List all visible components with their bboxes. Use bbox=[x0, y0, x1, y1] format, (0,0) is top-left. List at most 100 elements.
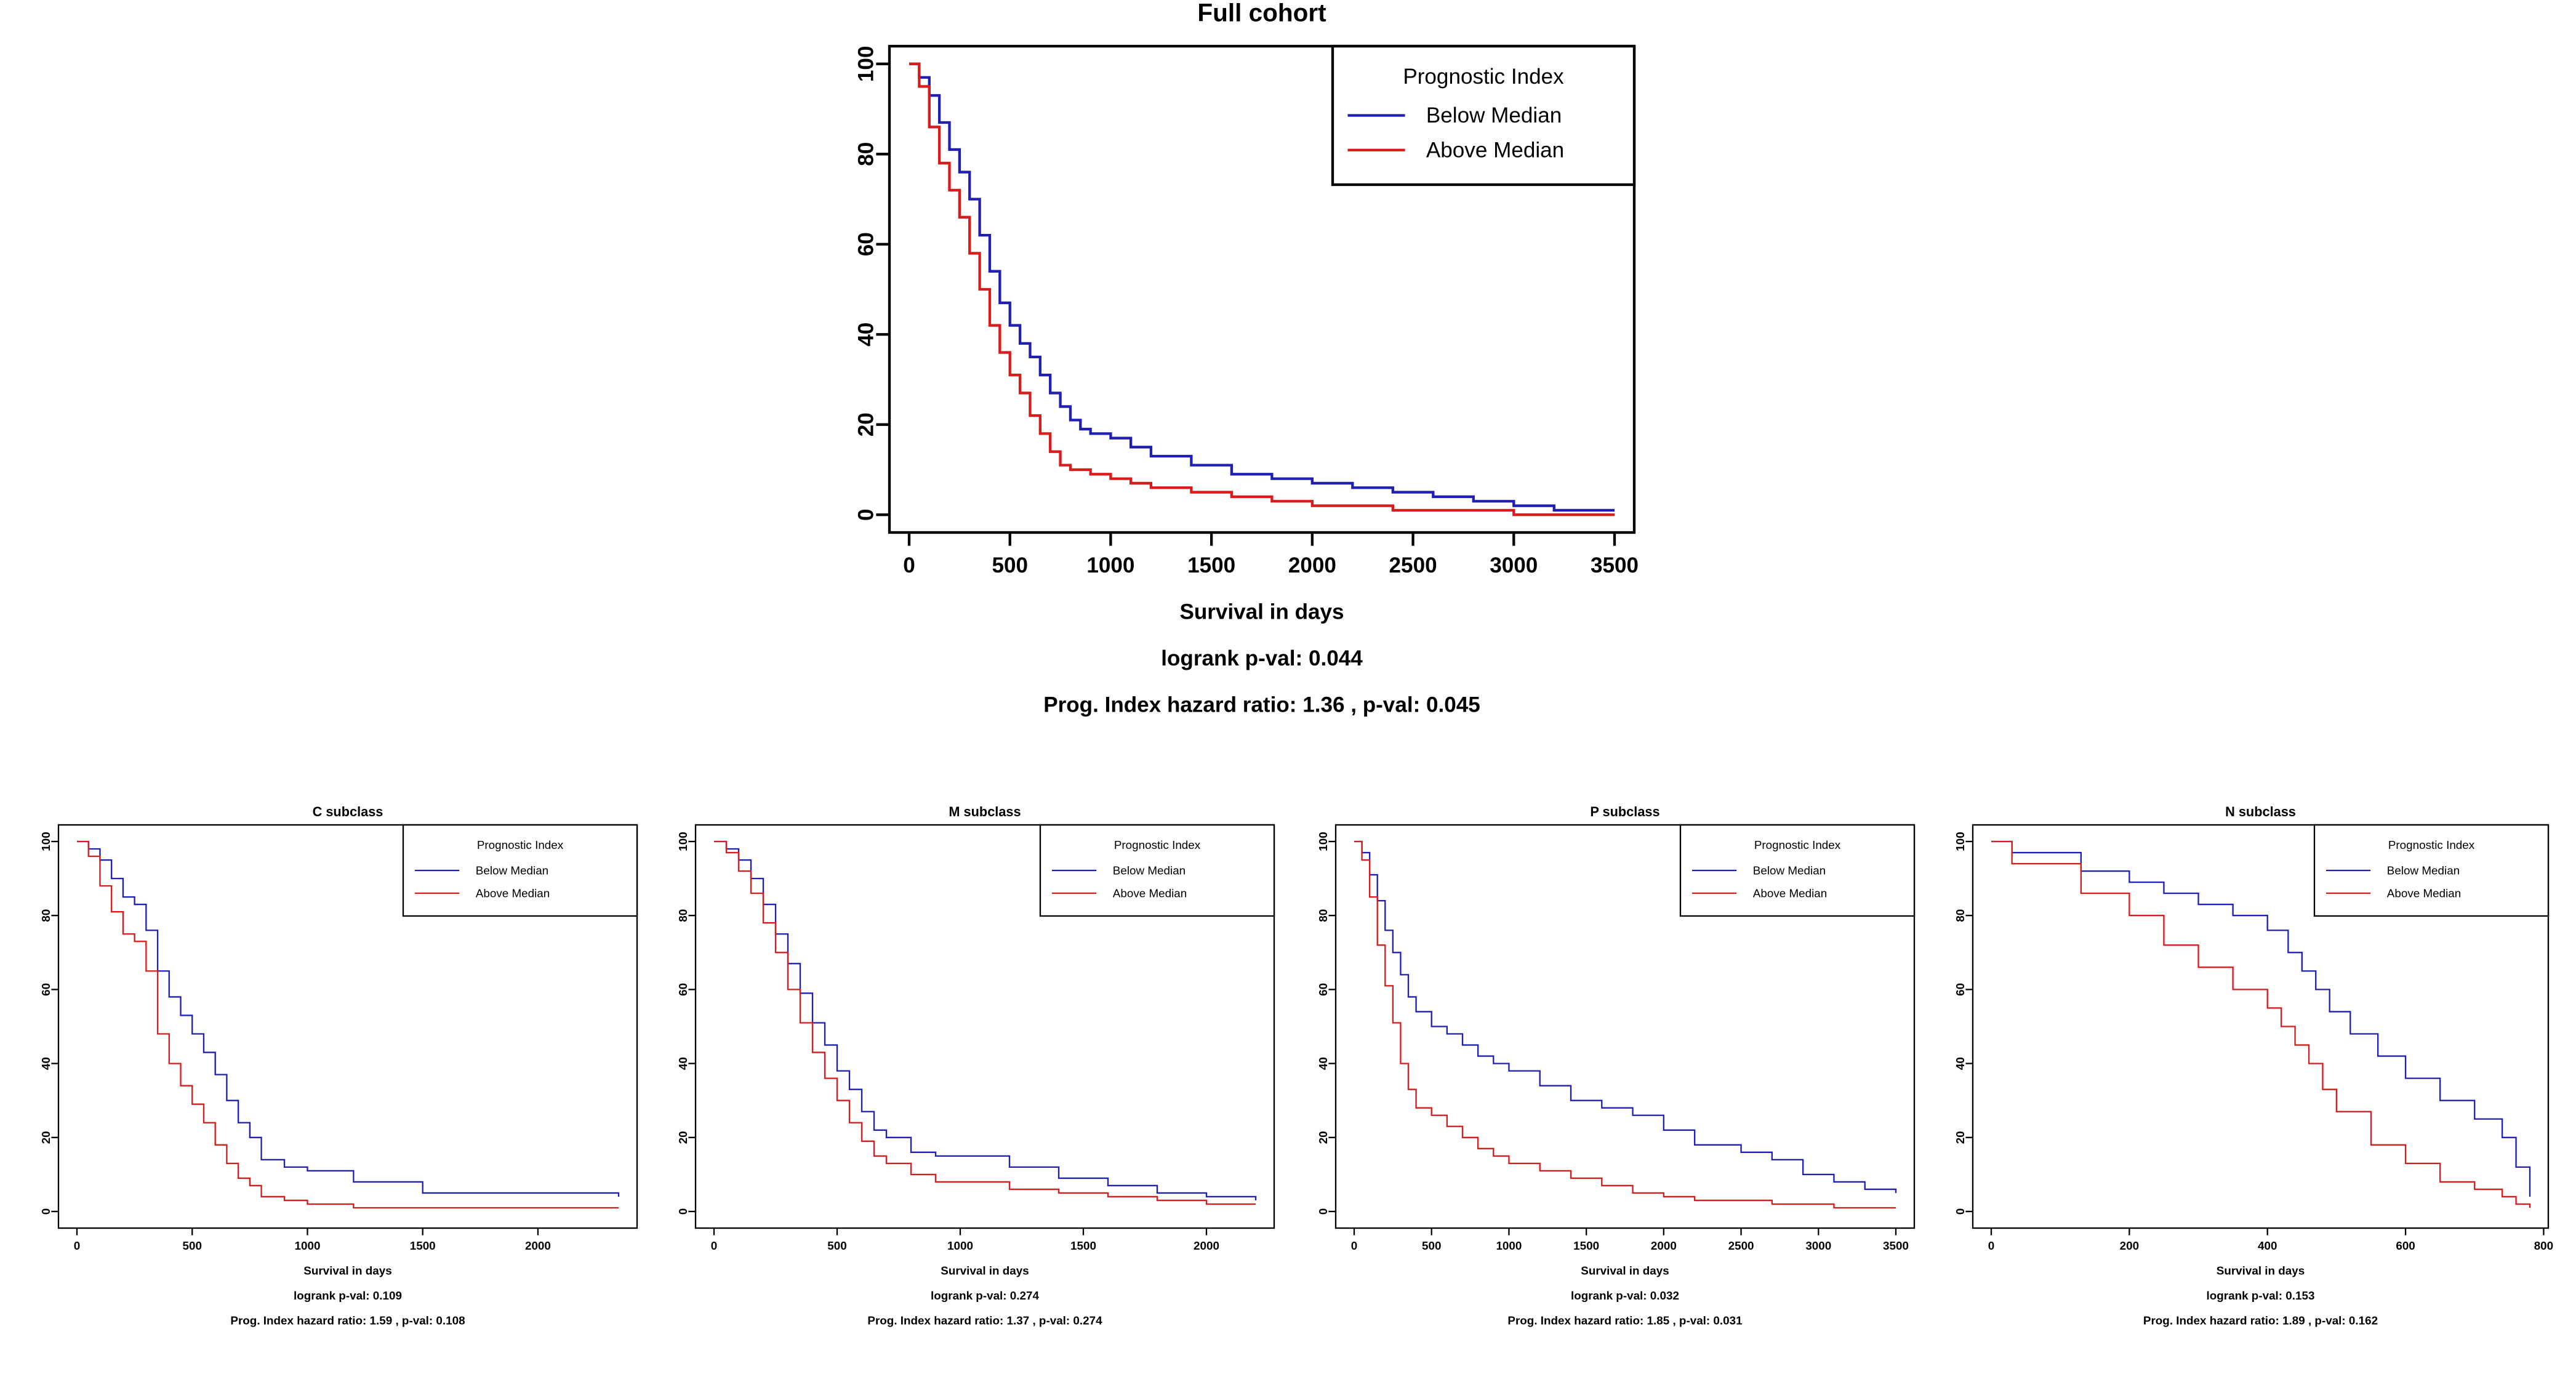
n-x-tick-label: 800 bbox=[2534, 1239, 2553, 1252]
m-x-tick-label: 1500 bbox=[1070, 1239, 1096, 1252]
full-x-axis: 0 500 1000 1500 2000 2500 3000 3500 bbox=[903, 532, 1639, 577]
full-y-tick-label: 60 bbox=[854, 232, 878, 256]
n-y-tick-label: 20 bbox=[1954, 1131, 1967, 1144]
c-title: C subclass bbox=[313, 804, 383, 819]
p-series-above-median bbox=[1354, 840, 1896, 1209]
c-x-tick-label: 0 bbox=[74, 1239, 80, 1252]
full-y-tick-label: 80 bbox=[854, 142, 878, 166]
n-x-tick-label: 600 bbox=[2396, 1239, 2415, 1252]
p-x-tick-label: 3000 bbox=[1805, 1239, 1831, 1252]
n-y-tick-label: 40 bbox=[1954, 1057, 1967, 1070]
p-x-tick-label: 2500 bbox=[1728, 1239, 1754, 1252]
c-x-tick-label: 2000 bbox=[525, 1239, 551, 1252]
m-x-tick-label: 0 bbox=[711, 1239, 717, 1252]
c-y-tick-label: 0 bbox=[39, 1208, 52, 1215]
n-legend-entry: Above Median bbox=[2387, 887, 2461, 900]
c-x-tick-label: 1500 bbox=[410, 1239, 436, 1252]
c-stat-line: Prog. Index hazard ratio: 1.59 , p-val: … bbox=[230, 1314, 465, 1327]
m-x-axis: 0 500 1000 1500 2000 bbox=[711, 1228, 1219, 1252]
c-y-axis: 0 20 40 60 80 100 bbox=[39, 832, 58, 1215]
p-y-tick-label: 100 bbox=[1317, 832, 1330, 851]
full-y-axis: 0 20 40 60 80 100 bbox=[854, 46, 889, 521]
m-y-tick-label: 80 bbox=[676, 909, 689, 922]
c-x-tick-label: 1000 bbox=[295, 1239, 321, 1252]
n-x-axis: 0 200 400 600 800 bbox=[1988, 1228, 2553, 1252]
full-stat-line: logrank p-val: 0.044 bbox=[1161, 646, 1363, 670]
n-y-tick-label: 100 bbox=[1954, 832, 1967, 851]
p-x-tick-label: 2000 bbox=[1651, 1239, 1677, 1252]
p-stat-line: logrank p-val: 0.032 bbox=[1571, 1289, 1679, 1302]
full-legend-title: Prognostic Index bbox=[1403, 65, 1564, 89]
c-y-tick-label: 60 bbox=[39, 983, 52, 996]
n-stat-line: logrank p-val: 0.153 bbox=[2207, 1289, 2315, 1302]
p-x-tick-label: 3500 bbox=[1883, 1239, 1909, 1252]
c-series-above-median bbox=[77, 840, 619, 1209]
c-plot-frame bbox=[57, 824, 638, 1229]
c-legend-title: Prognostic Index bbox=[477, 838, 564, 851]
full-x-label: Survival in days bbox=[1179, 600, 1344, 624]
full-x-tick-label: 3000 bbox=[1490, 553, 1538, 577]
p-legend: Prognostic Index Below Median Above Median bbox=[1679, 824, 1916, 917]
full-legend: Prognostic Index Below Median Above Median bbox=[1331, 44, 1636, 187]
m-y-tick-label: 60 bbox=[676, 983, 689, 996]
n-plot-frame bbox=[1972, 824, 2550, 1229]
m-legend-title: Prognostic Index bbox=[1114, 838, 1201, 851]
n-x-tick-label: 400 bbox=[2258, 1239, 2277, 1252]
full-title: Full cohort bbox=[1197, 0, 1326, 27]
full-y-tick-label: 20 bbox=[854, 412, 878, 436]
n-legend-entry: Below Median bbox=[2387, 864, 2460, 877]
n-chart: N subclass 0 20 40 60 80 100 0 200 400 600 800 Survi… bbox=[1954, 804, 2553, 1327]
m-x-tick-label: 1000 bbox=[947, 1239, 973, 1252]
n-y-tick-label: 0 bbox=[1954, 1208, 1967, 1215]
c-series-below-median bbox=[77, 840, 620, 1197]
p-y-tick-label: 40 bbox=[1317, 1057, 1330, 1070]
p-y-tick-label: 20 bbox=[1317, 1131, 1330, 1144]
m-stat-line: logrank p-val: 0.274 bbox=[931, 1289, 1039, 1302]
m-y-axis: 0 20 40 60 80 100 bbox=[676, 832, 696, 1215]
full-x-tick-label: 500 bbox=[992, 553, 1028, 577]
full-y-tick-label: 40 bbox=[854, 323, 878, 347]
c-legend-entry: Below Median bbox=[476, 864, 548, 877]
p-y-tick-label: 0 bbox=[1317, 1208, 1330, 1215]
m-plot-frame bbox=[694, 824, 1275, 1229]
n-x-label: Survival in days bbox=[2217, 1264, 2305, 1277]
c-y-tick-label: 100 bbox=[39, 832, 52, 851]
full-x-tick-label: 0 bbox=[903, 553, 915, 577]
p-title: P subclass bbox=[1590, 804, 1659, 819]
m-series-below-median bbox=[714, 840, 1257, 1200]
c-x-axis: 0 500 1000 1500 2000 bbox=[74, 1228, 551, 1252]
full-stat-line: Prog. Index hazard ratio: 1.36 , p-val: … bbox=[1043, 693, 1480, 717]
m-y-tick-label: 100 bbox=[676, 832, 689, 851]
c-legend: Prognostic Index Below Median Above Median bbox=[402, 824, 638, 917]
m-y-tick-label: 0 bbox=[676, 1208, 689, 1215]
p-legend-entry: Below Median bbox=[1753, 864, 1826, 877]
p-x-tick-label: 500 bbox=[1422, 1239, 1441, 1252]
m-y-tick-label: 20 bbox=[676, 1131, 689, 1144]
n-title: N subclass bbox=[2225, 804, 2296, 819]
full-series-above-median bbox=[909, 62, 1615, 516]
m-series-above-median bbox=[714, 840, 1256, 1205]
n-series-above-median bbox=[1991, 840, 2531, 1208]
c-y-tick-label: 40 bbox=[39, 1057, 52, 1070]
full-x-tick-label: 1500 bbox=[1187, 553, 1235, 577]
n-legend-title: Prognostic Index bbox=[2388, 838, 2475, 851]
p-x-label: Survival in days bbox=[1581, 1264, 1669, 1277]
m-y-tick-label: 40 bbox=[676, 1057, 689, 1070]
m-legend-entry: Above Median bbox=[1113, 887, 1187, 900]
n-x-tick-label: 200 bbox=[2120, 1239, 2139, 1252]
c-stat-line: logrank p-val: 0.109 bbox=[294, 1289, 402, 1302]
c-x-tick-label: 500 bbox=[183, 1239, 202, 1252]
p-x-tick-label: 0 bbox=[1351, 1239, 1357, 1252]
c-legend-entry: Above Median bbox=[476, 887, 550, 900]
p-stat-line: Prog. Index hazard ratio: 1.85 , p-val: … bbox=[1507, 1314, 1742, 1327]
p-y-tick-label: 80 bbox=[1317, 909, 1330, 922]
p-y-tick-label: 60 bbox=[1317, 983, 1330, 996]
full-x-tick-label: 3500 bbox=[1591, 553, 1639, 577]
n-series-below-median bbox=[1991, 840, 2531, 1197]
